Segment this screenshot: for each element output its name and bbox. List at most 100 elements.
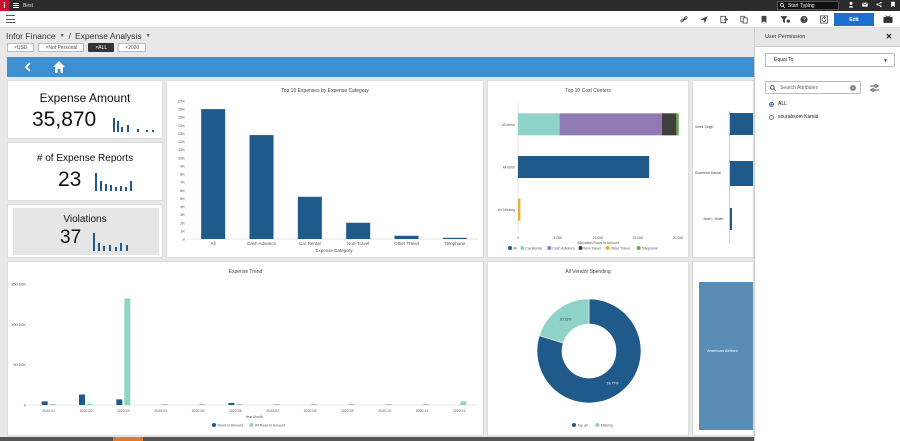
attribute-search[interactable]: ×	[765, 81, 861, 94]
copy-icon[interactable]	[740, 15, 748, 24]
kpi-card-expense-reports[interactable]: # of Expense Reports 23	[7, 142, 163, 201]
chart-card-partial-right[interactable]: Vivek Singh Sourbiom Kamal Jane L Smith	[692, 80, 754, 258]
chart-card-treemap-partial[interactable]: American Airlines	[692, 261, 754, 436]
bar	[297, 196, 322, 239]
help-icon[interactable]: ?	[800, 15, 808, 24]
option-label: sourabsom Kamal	[778, 114, 819, 120]
bar	[311, 404, 317, 405]
chart-card-cost-centers[interactable]: Top 10 Cost Centers All Items All 0000 Un …	[487, 80, 689, 258]
status-highlight	[113, 437, 143, 441]
toolbar: ? Edit	[0, 11, 900, 28]
bar	[730, 208, 732, 230]
menu-icon[interactable]	[6, 15, 15, 23]
bookmark-outline-icon[interactable]	[760, 15, 768, 24]
share-icon[interactable]	[876, 1, 882, 8]
global-search[interactable]: Start Typing	[777, 1, 839, 10]
bar	[124, 298, 131, 405]
bookmark-icon[interactable]	[890, 1, 896, 8]
breadcrumb-space[interactable]: Infor Finance	[6, 31, 56, 41]
y-tick-label: 2K	[180, 220, 185, 225]
mail-icon[interactable]	[862, 1, 868, 8]
breadcrumb-dashboard[interactable]: Expense Analysis	[74, 31, 142, 41]
operator-select[interactable]: Equal To ▼	[765, 53, 895, 67]
filter-chip-currency[interactable]: × USD	[7, 43, 35, 52]
send-icon[interactable]	[700, 15, 708, 24]
clear-search-icon[interactable]: ×	[850, 85, 856, 91]
bar-segment	[559, 113, 662, 136]
legend-swatch	[572, 423, 576, 427]
legend-swatch	[547, 246, 552, 250]
bar-segment	[518, 198, 521, 221]
y-tick-label: 10K	[178, 155, 185, 160]
home-icon[interactable]	[52, 60, 66, 74]
infor-logo[interactable]: i	[0, 0, 9, 11]
x-tick-label: All	[211, 241, 216, 246]
x-tick-label: 2020-01	[42, 409, 55, 413]
chart-card-top-expenses[interactable]: Top 10 Expenses by Expense Category 0 1K 2…	[166, 80, 484, 258]
filter-chip-all[interactable]: × ALL	[88, 43, 115, 52]
x-tick-label: 15.00K	[632, 236, 644, 240]
y-tick-label: 6K	[180, 188, 185, 193]
row-label: Jane L Smith	[703, 217, 724, 221]
chart-title: Expense Trend	[228, 269, 263, 275]
legend-swatch	[249, 423, 254, 427]
option-user[interactable]: sourabsom Kamal	[769, 114, 818, 120]
bar	[201, 109, 226, 239]
attribute-search-input[interactable]	[780, 84, 850, 91]
operator-value: Equal To	[774, 57, 794, 63]
legend-label: Rows in Amount	[218, 424, 243, 428]
radio-button[interactable]	[769, 114, 774, 120]
filter-chip-year[interactable]: × 2020	[118, 43, 147, 52]
present-mode-icon[interactable]	[883, 15, 893, 24]
x-tick-label: Telephone	[444, 241, 465, 246]
filter-chip-personal[interactable]: × Not Personal	[38, 43, 85, 52]
chart-card-vendor-spending[interactable]: All Vendor Spending 79.77% 20.23% Top all M…	[487, 261, 689, 436]
user-icon[interactable]	[848, 1, 854, 8]
y-tick-label: 1K	[180, 228, 185, 233]
bar	[249, 135, 274, 239]
edit-button[interactable]: Edit	[834, 13, 874, 26]
export-icon[interactable]	[720, 15, 729, 24]
legend-swatch	[212, 423, 216, 427]
apps-grid-icon[interactable]	[13, 2, 19, 9]
sort-options-icon[interactable]	[870, 84, 879, 92]
y-tick-label: 17K	[178, 99, 185, 104]
y-tick-label: 0	[24, 403, 27, 408]
bar	[49, 404, 56, 405]
bar	[228, 402, 235, 405]
kpi-highlight	[13, 208, 159, 255]
legend-swatch	[520, 246, 525, 250]
kpi-card-violations[interactable]: Violations 37	[7, 204, 163, 258]
chevron-down-icon[interactable]: ▼	[145, 33, 151, 39]
chevron-down-icon[interactable]: ▼	[59, 33, 65, 39]
x-tick-label: 10.00K	[592, 236, 604, 240]
bar	[41, 401, 48, 405]
refresh-icon[interactable]	[820, 15, 828, 24]
panel-header: User Permission ✕	[755, 28, 900, 47]
app-name: Birst	[23, 2, 33, 9]
back-arrow-icon[interactable]	[24, 61, 32, 73]
kpi-card-expense-amount[interactable]: Expense Amount 35,870	[7, 80, 163, 139]
close-icon[interactable]: ✕	[885, 32, 893, 41]
legend-label: Missing	[601, 424, 613, 428]
chart-title: Top 10 Expenses by Expense Category	[281, 88, 369, 94]
filter-funnel-icon[interactable]	[780, 15, 790, 24]
legend-swatch	[605, 246, 610, 250]
top-expenses-chart: 0 1K 2K 3K 4K 5K 6K 7K 8K 9K 10K 11K 12K 13K 14K 15K 16K…	[178, 99, 479, 253]
x-tick-label: Car Rental	[299, 241, 321, 246]
kpi-value: 37	[60, 227, 82, 248]
y-tick-label: 9K	[180, 163, 185, 168]
bar-segment	[676, 113, 679, 136]
user-permission-panel: User Permission ✕ Equal To ▼ × ALL soura…	[754, 28, 900, 441]
toolbar-icons: ?	[680, 15, 828, 24]
bar	[730, 113, 753, 135]
search-text: Start Typing	[788, 2, 815, 9]
breadcrumb: Infor Finance ▼ / Expense Analysis ▼	[6, 31, 151, 41]
cost-centers-chart: All Items All 0000 Un Missing 0 5.00K 10.00K 1…	[498, 103, 684, 251]
option-all[interactable]: ALL	[769, 101, 787, 107]
chart-card-expense-trend[interactable]: Expense Trend 0 50.00K 100.00K 150.00K 2020-…	[7, 261, 484, 436]
treemap-tile[interactable]: American Airlines	[699, 282, 753, 430]
radio-button[interactable]	[769, 101, 774, 107]
link-icon[interactable]	[680, 15, 688, 24]
kpi-title: Violations	[63, 214, 107, 225]
